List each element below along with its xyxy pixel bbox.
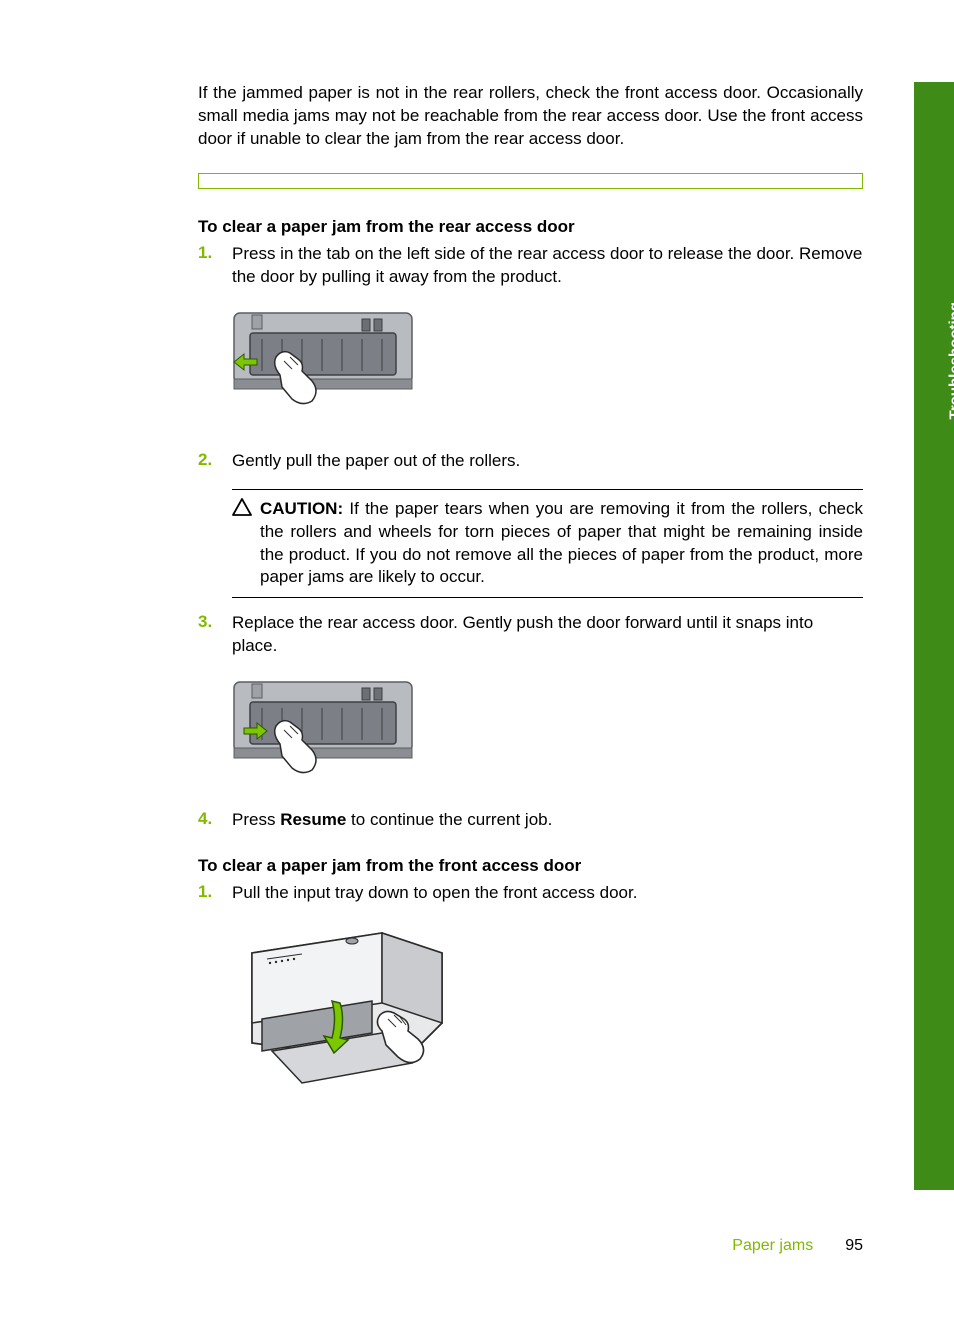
resume-bold: Resume <box>280 810 346 829</box>
step-text: Gently pull the paper out of the rollers… <box>232 451 520 470</box>
step-number: 3. <box>198 612 232 658</box>
step-number: 4. <box>198 809 232 832</box>
front-heading: To clear a paper jam from the front acce… <box>198 856 863 876</box>
front-steps: 1. Pull the input tray down to open the … <box>198 882 863 1098</box>
printer-rear-illustration-1 <box>232 309 863 412</box>
text: Press <box>232 810 280 829</box>
step-text: Pull the input tray down to open the fro… <box>232 882 863 905</box>
list-item: 3. Replace the rear access door. Gently … <box>198 612 863 658</box>
step-text: Press in the tab on the left side of the… <box>232 243 863 289</box>
text: to continue the current job. <box>346 810 552 829</box>
caution-text: CAUTION: If the paper tears when you are… <box>260 498 863 590</box>
list-item: 1. Pull the input tray down to open the … <box>198 882 863 905</box>
step-text: Replace the rear access door. Gently pus… <box>232 612 863 658</box>
step-number: 2. <box>198 450 232 599</box>
caution-body: If the paper tears when you are removing… <box>260 499 863 587</box>
caution-icon <box>232 498 260 590</box>
side-tab: Troubleshooting <box>914 82 954 1190</box>
step-text: Press Resume to continue the current job… <box>232 809 863 832</box>
caution-box: CAUTION: If the paper tears when you are… <box>232 489 863 599</box>
green-separator-bar <box>198 173 863 189</box>
footer: Paper jams 95 <box>732 1237 863 1255</box>
rear-steps: 1. Press in the tab on the left side of … <box>198 243 863 832</box>
step-number: 1. <box>198 243 232 289</box>
step-body: Gently pull the paper out of the rollers… <box>232 450 863 599</box>
page: Troubleshooting If the jammed paper is n… <box>0 0 954 1321</box>
intro-paragraph: If the jammed paper is not in the rear r… <box>198 82 863 151</box>
list-item: 1. Press in the tab on the left side of … <box>198 243 863 289</box>
footer-page-number: 95 <box>845 1237 863 1255</box>
footer-topic: Paper jams <box>732 1237 813 1255</box>
printer-front-illustration <box>232 923 863 1098</box>
list-item: 4. Press Resume to continue the current … <box>198 809 863 832</box>
rear-heading: To clear a paper jam from the rear acces… <box>198 217 863 237</box>
list-item: 2. Gently pull the paper out of the roll… <box>198 450 863 599</box>
caution-label: CAUTION: <box>260 499 343 518</box>
step-number: 1. <box>198 882 232 905</box>
printer-rear-illustration-2 <box>232 678 863 781</box>
side-tab-label: Troubleshooting <box>946 302 954 420</box>
content-area: If the jammed paper is not in the rear r… <box>198 82 863 1098</box>
